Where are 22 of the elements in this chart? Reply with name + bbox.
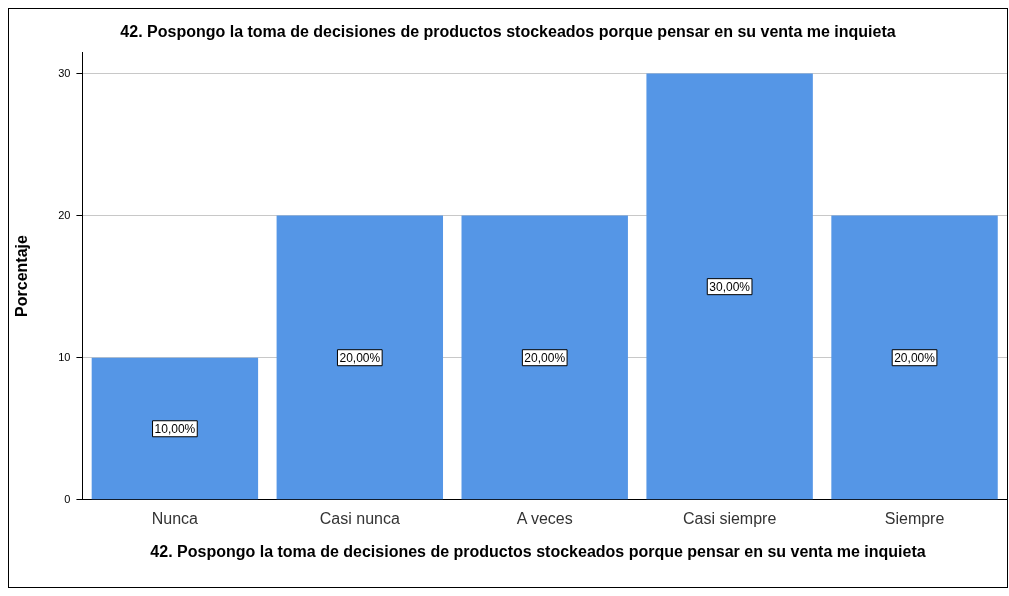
data-label: 20,00% xyxy=(339,351,381,366)
y-tick-label: 0 xyxy=(64,492,71,505)
data-label: 10,00% xyxy=(154,422,196,437)
y-axis-title: Porcentaje xyxy=(13,234,31,317)
x-tick-label: Siempre xyxy=(884,509,945,527)
x-axis-title: 42. Pospongo la toma de decisiones de productos stockeados porque pensar en su venta me inquieta xyxy=(149,543,927,560)
y-tick-label: 30 xyxy=(58,66,71,79)
x-tick-label: Casi nunca xyxy=(319,509,400,527)
y-tick-label: 10 xyxy=(58,350,71,363)
chart-title: 42. Pospongo la toma de decisiones de productos stockeados porque pensar en su venta me inquieta xyxy=(120,23,896,41)
bar xyxy=(831,215,998,500)
bar xyxy=(461,215,628,500)
data-label: 20,00% xyxy=(894,351,936,366)
y-tick-label: 20 xyxy=(58,208,71,221)
x-tick-label: Nunca xyxy=(151,509,199,527)
bar xyxy=(276,215,444,500)
x-tick-label: Casi siempre xyxy=(682,509,777,527)
data-label: 30,00% xyxy=(709,279,751,294)
x-tick-label: A veces xyxy=(516,509,573,527)
bar xyxy=(91,357,259,500)
bar xyxy=(646,73,813,500)
data-label: 20,00% xyxy=(524,351,566,366)
